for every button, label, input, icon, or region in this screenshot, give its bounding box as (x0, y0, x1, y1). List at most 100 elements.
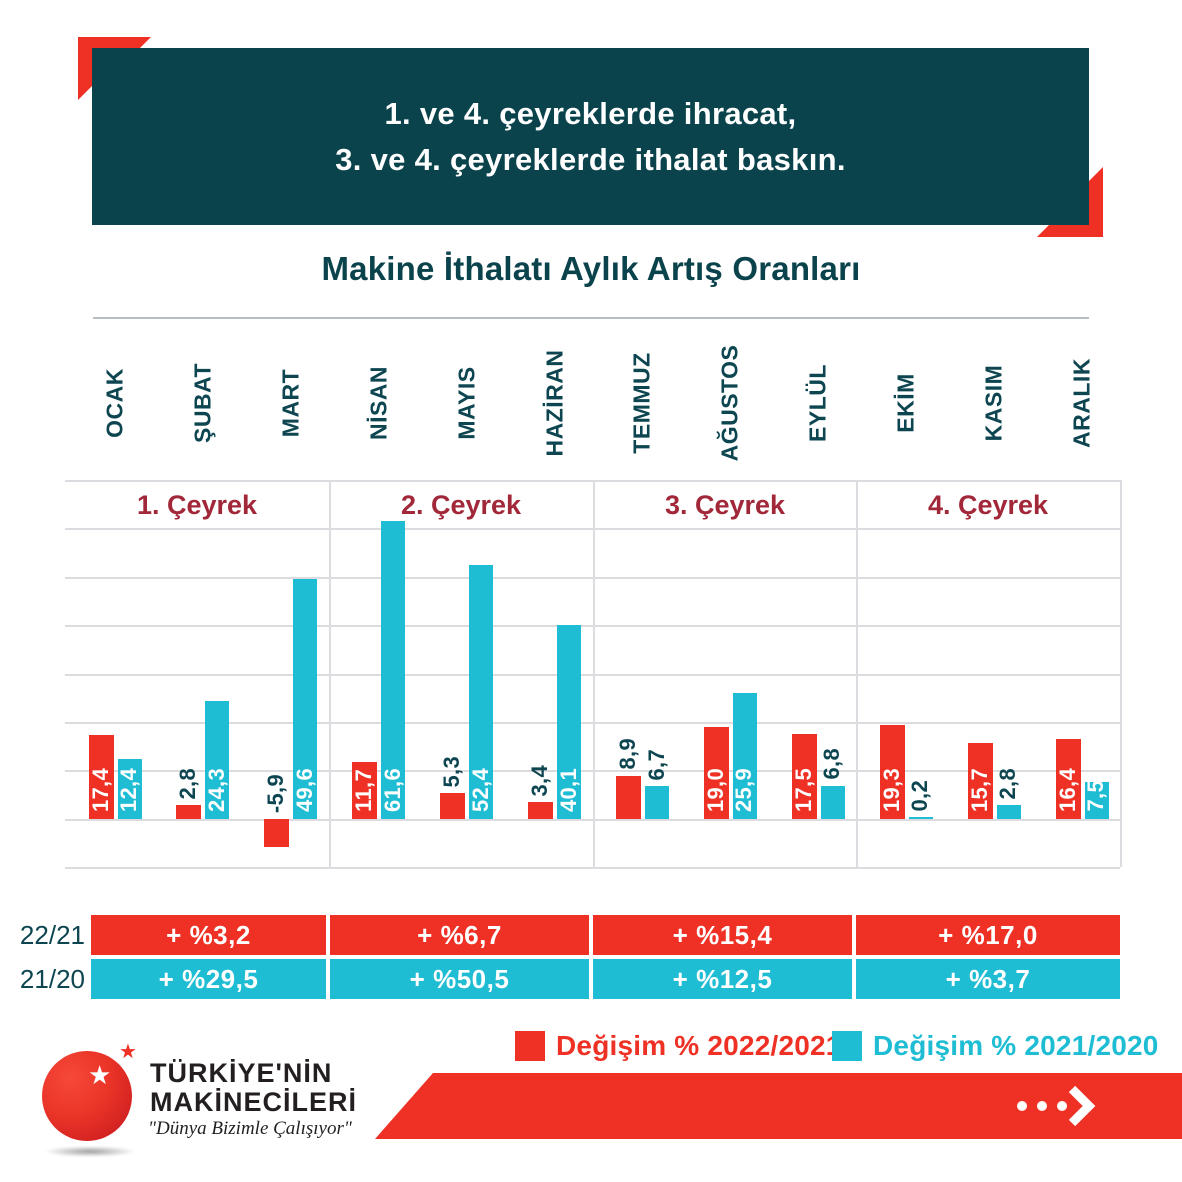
footer-band (375, 1073, 1182, 1139)
bar-mart-2022-2021 (264, 818, 290, 848)
summary-cell: + %12,5 (593, 959, 852, 999)
logo-shadow (44, 1146, 136, 1157)
quarter-label-2: 2. Çeyrek (400, 489, 522, 520)
bar-temmuz-2022-2021 (616, 775, 641, 819)
bar-temmuz-2021-2020 (645, 786, 669, 819)
bar-value-label: 24,3 (203, 767, 229, 812)
month-label-text: OCAK (101, 367, 128, 438)
gridline-horizontal (65, 625, 1120, 627)
month-label-8: AĞUSTOS (713, 330, 747, 475)
chart-title: Makine İthalatı Aylık Artış Oranları (321, 250, 861, 287)
summary-cell: + %3,7 (856, 959, 1120, 999)
bar-value-label: 6,7 (643, 748, 669, 781)
gridline-quarter-divider (1120, 480, 1122, 867)
month-label-text: HAZİRAN (541, 349, 568, 456)
more-arrow-button[interactable] (1008, 1084, 1104, 1133)
gridline-quarter-divider (856, 480, 858, 867)
bar-value-label: 17,5 (790, 767, 816, 812)
gridline-horizontal (65, 722, 1120, 724)
bar-value-label: 12,4 (116, 767, 141, 812)
headline-line-1: 1. ve 4. çeyreklerde ihracat, (384, 95, 797, 131)
summary-row-label-22-21: 22/21 (19, 919, 85, 950)
star-icon-red: ★ (119, 1041, 137, 1063)
bar-value-label: 15,7 (966, 767, 992, 812)
legend-label-2021-2020: Değişim % 2021/2020 (873, 1030, 1159, 1061)
bar-value-label: -5,9 (263, 773, 289, 813)
quarter-label-4: 4. Çeyrek (927, 489, 1049, 520)
bar-ocak-2022-2021 (88, 734, 114, 819)
summary-cell: + %3,2 (91, 915, 326, 955)
bar-ağustos-2021-2020 (732, 693, 757, 819)
bar-şubat-2021-2020 (205, 701, 230, 819)
gridline-horizontal (65, 577, 1120, 579)
bar-aralik-2021-2020 (1084, 782, 1109, 819)
bar-value-label: 0,2 (907, 779, 933, 812)
bar-value-label: 17,4 (87, 767, 113, 812)
month-label-12: ARALIK (1065, 330, 1099, 475)
month-label-10: EKİM (889, 330, 923, 475)
summary-cell: + %17,0 (856, 915, 1120, 955)
bar-hazi̇ran-2022-2021 (528, 802, 553, 819)
month-label-11: KASIM (977, 330, 1011, 475)
bar-kasim-2021-2020 (996, 805, 1021, 819)
bar-eki̇m-2021-2020 (908, 817, 933, 819)
bar-ocak-2021-2020 (117, 758, 142, 819)
month-label-text: MAYIS (453, 365, 480, 440)
gridline-quarter-divider (593, 480, 595, 867)
bar-ni̇san-2021-2020 (381, 520, 406, 819)
gridline-horizontal (65, 770, 1120, 772)
month-label-text: EYLÜL (804, 363, 831, 442)
summary-cell: + %6,7 (330, 915, 589, 955)
gridline-horizontal (65, 480, 1120, 482)
month-label-6: HAZİRAN (538, 330, 572, 475)
quarter-label-1: 1. Çeyrek (136, 489, 258, 520)
month-label-text: AĞUSTOS (716, 344, 743, 461)
bar-ağustos-2022-2021 (703, 726, 729, 819)
month-label-1: OCAK (98, 330, 132, 475)
gridline-horizontal (65, 819, 1120, 821)
legend-swatch-2022-2021 (515, 1031, 545, 1061)
logo-name-line-2: MAKİNECİLERİ (150, 1087, 357, 1117)
bar-şubat-2022-2021 (176, 805, 202, 819)
quarter-label-3: 3. Çeyrek (664, 489, 786, 520)
bar-mayis-2021-2020 (469, 565, 494, 819)
month-label-text: MART (277, 368, 304, 437)
month-label-3: MART (274, 330, 308, 475)
month-label-9: EYLÜL (801, 330, 835, 475)
month-label-text: NİSAN (365, 365, 392, 440)
bar-value-label: 5,3 (439, 755, 465, 787)
bar-value-label: 19,3 (878, 767, 904, 812)
logo-name-line-1: TÜRKİYE'NİN (150, 1058, 333, 1088)
month-label-text: KASIM (980, 364, 1007, 441)
summary-row-label-21-20: 21/20 (19, 963, 85, 994)
month-label-2: ŞUBAT (186, 330, 220, 475)
more-arrow-icon (1017, 1085, 1096, 1127)
month-label-5: MAYIS (450, 330, 484, 475)
gridline-horizontal (65, 867, 1120, 869)
logo-mark (42, 1051, 132, 1141)
summary-cell: + %15,4 (593, 915, 852, 955)
bar-aralik-2022-2021 (1055, 739, 1081, 819)
bar-eylül-2021-2020 (820, 785, 845, 819)
bar-value-label: 6,8 (819, 748, 845, 780)
gridline-quarter-divider (329, 480, 331, 867)
bar-kasim-2022-2021 (967, 742, 993, 819)
summary-cell: + %50,5 (330, 959, 589, 999)
bar-value-label: 2,8 (995, 767, 1021, 800)
headline-line-2: 3. ve 4. çeyreklerde ithalat baskın. (335, 141, 846, 177)
month-label-text: ARALIK (1068, 357, 1095, 448)
star-icon-white: ★ (88, 1060, 112, 1090)
month-label-text: ŞUBAT (189, 362, 216, 443)
bar-value-label: 40,1 (555, 767, 581, 812)
bar-value-label: 49,6 (291, 767, 317, 812)
month-label-text: TEMMUZ (628, 351, 655, 454)
bar-value-label: 8,9 (615, 738, 640, 770)
month-label-text: EKİM (892, 372, 919, 433)
bar-value-label: 16,4 (1054, 767, 1080, 812)
bar-value-label: 25,9 (731, 767, 757, 812)
month-label-7: TEMMUZ (625, 330, 659, 475)
headline-banner: 1. ve 4. çeyreklerde ihracat, 3. ve 4. ç… (92, 48, 1089, 225)
bar-value-label: 7,5 (1083, 780, 1108, 812)
bar-mart-2021-2020 (293, 578, 318, 819)
